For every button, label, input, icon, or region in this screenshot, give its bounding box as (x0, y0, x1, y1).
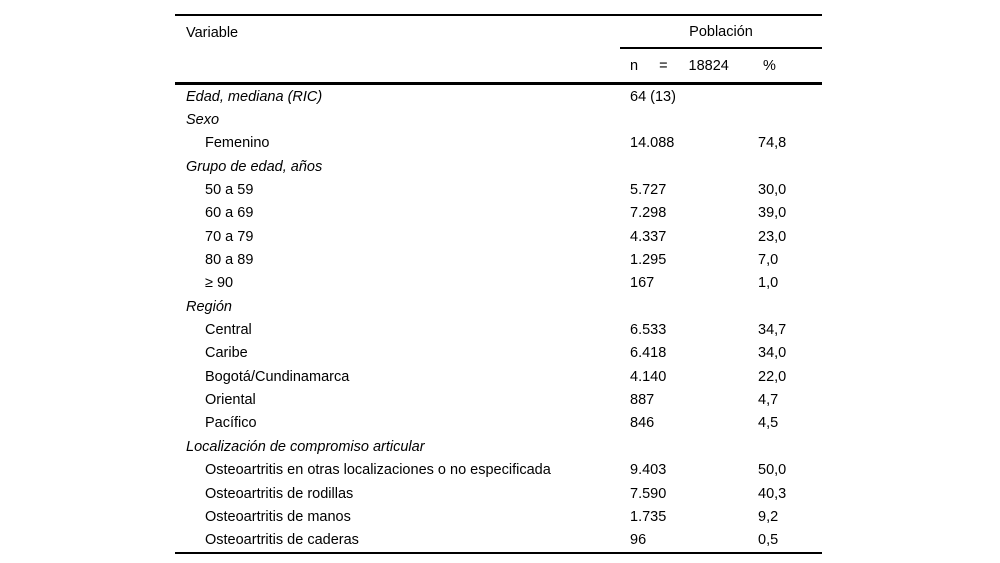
row-n-value: 7.298 (630, 205, 667, 222)
table-row: Sexo (175, 108, 822, 131)
row-label: Central (205, 322, 252, 339)
row-n-value: 4.140 (630, 368, 667, 385)
subheader-n-total: n = 18824 (620, 49, 750, 82)
row-label: 70 a 79 (205, 228, 254, 245)
table-row: Región (175, 295, 822, 318)
table-row: 70 a 79 4.337 23,0 (175, 225, 822, 248)
row-label: Caribe (205, 345, 248, 362)
n-label: n (630, 57, 639, 74)
table-body: Edad, mediana (RIC) 64 (13) Sexo Femenin… (175, 82, 822, 554)
row-pct-value: 39,0 (758, 205, 787, 222)
row-n-value: 64 (13) (630, 88, 676, 105)
row-n-value: 1.735 (630, 508, 667, 525)
row-pct-value: 22,0 (758, 368, 787, 385)
row-n-value: 887 (630, 392, 655, 409)
row-pct-value: 1,0 (758, 275, 779, 292)
row-n-value: 167 (630, 275, 655, 292)
row-n-value: 9.403 (630, 462, 667, 479)
row-pct-value: 4,7 (758, 392, 779, 409)
row-label: Osteoartritis en otras localizaciones o … (205, 462, 551, 479)
row-pct-value: 50,0 (758, 462, 787, 479)
row-label: Localización de compromiso articular (186, 438, 425, 455)
row-n-value: 5.727 (630, 182, 667, 199)
table-row: Localización de compromiso articular (175, 435, 822, 458)
row-n-value: 6.533 (630, 322, 667, 339)
row-label: Pacífico (205, 415, 257, 432)
row-label: Osteoartritis de manos (205, 508, 351, 525)
row-n-value: 96 (630, 532, 647, 549)
table-row: 50 a 59 5.727 30,0 (175, 178, 822, 201)
row-n-value: 7.590 (630, 485, 667, 502)
column-header-population: Población (620, 16, 822, 49)
row-label: 50 a 59 (205, 182, 254, 199)
row-label: Oriental (205, 392, 256, 409)
table-row: Pacífico 846 4,5 (175, 412, 822, 435)
row-label: 80 a 89 (205, 252, 254, 269)
row-label: Sexo (186, 112, 220, 129)
table-subheader-row: n = 18824 % (175, 49, 822, 82)
row-n-value: 846 (630, 415, 655, 432)
row-label: Bogotá/Cundinamarca (205, 368, 350, 385)
row-pct-value: 9,2 (758, 508, 779, 525)
table-row: Osteoartritis de manos 1.735 9,2 (175, 505, 822, 528)
table-row: Grupo de edad, años (175, 155, 822, 178)
row-pct-value: 0,5 (758, 532, 779, 549)
row-label: Osteoartritis de caderas (205, 532, 359, 549)
row-pct-value: 4,5 (758, 415, 779, 432)
population-table: Variable Población n = 18824 % Edad, med… (175, 14, 822, 554)
table-header-row: Variable Población (175, 16, 822, 49)
row-label: Grupo de edad, años (186, 158, 323, 175)
table-row: Femenino 14.088 74,8 (175, 132, 822, 155)
table-row: Caribe 6.418 34,0 (175, 342, 822, 365)
row-pct-value: 34,0 (758, 345, 787, 362)
n-total-value: 18824 (688, 57, 729, 74)
table-row: ≥ 90 167 1,0 (175, 272, 822, 295)
table-row: Osteoartritis en otras localizaciones o … (175, 459, 822, 482)
table-row: Osteoartritis de caderas 96 0,5 (175, 529, 822, 552)
equals-sign: = (659, 57, 668, 74)
row-pct-value: 7,0 (758, 252, 779, 269)
table-row: Bogotá/Cundinamarca 4.140 22,0 (175, 365, 822, 388)
row-label: Edad, mediana (RIC) (186, 88, 323, 105)
row-pct-value: 34,7 (758, 322, 787, 339)
column-header-percent: % (763, 57, 776, 74)
subheader-spacer (175, 49, 620, 82)
row-label: 60 a 69 (205, 205, 254, 222)
column-header-variable: Variable (186, 24, 239, 41)
row-label: ≥ 90 (205, 275, 234, 292)
row-label: Osteoartritis de rodillas (205, 485, 354, 502)
row-n-value: 4.337 (630, 228, 667, 245)
table-row: 60 a 69 7.298 39,0 (175, 202, 822, 225)
row-n-value: 6.418 (630, 345, 667, 362)
row-pct-value: 23,0 (758, 228, 787, 245)
table-row: 80 a 89 1.295 7,0 (175, 248, 822, 271)
table-row: Osteoartritis de rodillas 7.590 40,3 (175, 482, 822, 505)
row-label: Región (186, 298, 232, 315)
row-pct-value: 30,0 (758, 182, 787, 199)
table-row: Edad, mediana (RIC) 64 (13) (175, 85, 822, 108)
table-row: Central 6.533 34,7 (175, 318, 822, 341)
row-pct-value: 74,8 (758, 135, 787, 152)
row-n-value: 1.295 (630, 252, 667, 269)
row-label: Femenino (205, 135, 270, 152)
table-row: Oriental 887 4,7 (175, 388, 822, 411)
row-n-value: 14.088 (630, 135, 675, 152)
row-pct-value: 40,3 (758, 485, 787, 502)
